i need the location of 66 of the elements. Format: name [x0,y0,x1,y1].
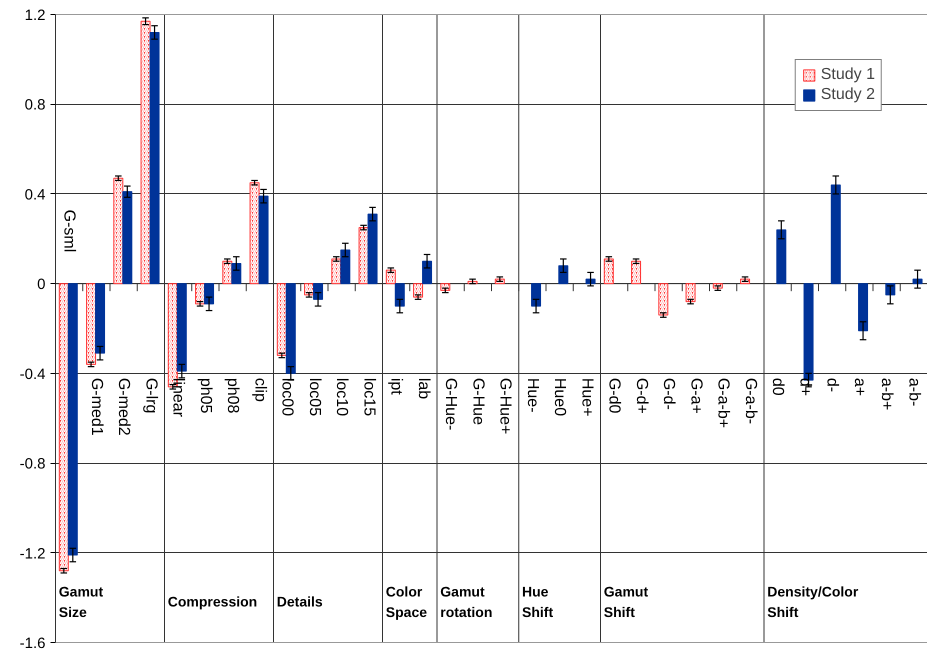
bar [313,283,324,300]
x-tick-label: ph08 [224,378,242,414]
x-tick-label: loc15 [360,378,378,416]
bar [258,196,269,284]
y-tick-label: 0 [37,276,46,294]
x-tick-label: ph05 [196,378,214,414]
bar [858,283,868,332]
x-tick-label: Hue- [524,378,541,413]
bar [394,283,405,307]
annotation: Gamut Size [58,583,104,620]
bar [340,250,350,284]
y-tick-label: -1.6 [20,635,46,652]
bar [531,283,542,307]
bar [176,283,187,372]
x-tick-label: clip [251,378,268,402]
x-tick-label: lab [414,378,432,400]
x-tick-label: G-lrg [142,378,160,414]
legend-label: Study 2 [820,86,875,104]
x-tick-label: a-b+ [878,378,896,410]
bar [122,191,132,284]
bar [95,283,106,354]
x-tick-label: d- [824,378,841,392]
bar [204,283,214,304]
annotation: Gamut rotation [440,583,492,620]
annotation: Details [276,594,323,610]
bar [422,260,432,284]
x-tick-label: a+ [850,378,868,396]
x-tick-label: ipt [388,378,405,396]
x-tick-label: G-d0 [606,378,623,414]
x-tick-label: Hue0 [551,378,568,416]
annotation: Gamut Shift [604,583,648,620]
x-tick-label: loc05 [306,378,323,416]
annotation: Density/Color Shift [767,583,859,620]
x-tick-label: loc10 [333,378,350,416]
y-tick-label: -1.2 [20,545,46,562]
x-tick-label: G-Hue+ [496,378,514,434]
annotation: Color Space [386,583,428,620]
x-tick-label: G-a-b+ [714,378,732,428]
y-tick-label: -0.4 [20,366,46,383]
x-tick-label: G-a-b- [742,378,759,424]
bar [368,214,378,284]
bar [68,283,78,556]
x-tick-label: loc00 [278,378,296,416]
y-tick-label: 0.4 [24,186,46,204]
bar [150,32,160,284]
x-tick-label: d0 [769,378,786,396]
x-tick-label: linear [170,378,187,418]
x-tick-label: a-b- [905,378,922,406]
x-tick-label: G-Hue- [442,378,460,430]
y-tick-label: 0.8 [24,96,46,114]
legend-label: Study 1 [820,66,875,84]
x-tick-label: G-sml [60,210,78,252]
x-tick-label: G-med1 [88,378,105,436]
y-tick-label: -0.8 [20,456,46,473]
bar [830,184,841,284]
annotation: Compression [168,594,258,610]
annotation: Hue Shift [522,583,554,620]
y-tick-label: 1.2 [24,7,46,24]
bar [776,229,786,284]
x-tick-label: G-d- [660,378,678,410]
x-tick-label: G-med2 [115,378,132,436]
x-tick-label: Hue+ [578,378,596,417]
bar [286,283,296,374]
x-tick-label: G-Hue [469,378,486,426]
x-tick-label: G-a+ [687,378,704,414]
x-tick-label: G-d+ [632,378,650,414]
